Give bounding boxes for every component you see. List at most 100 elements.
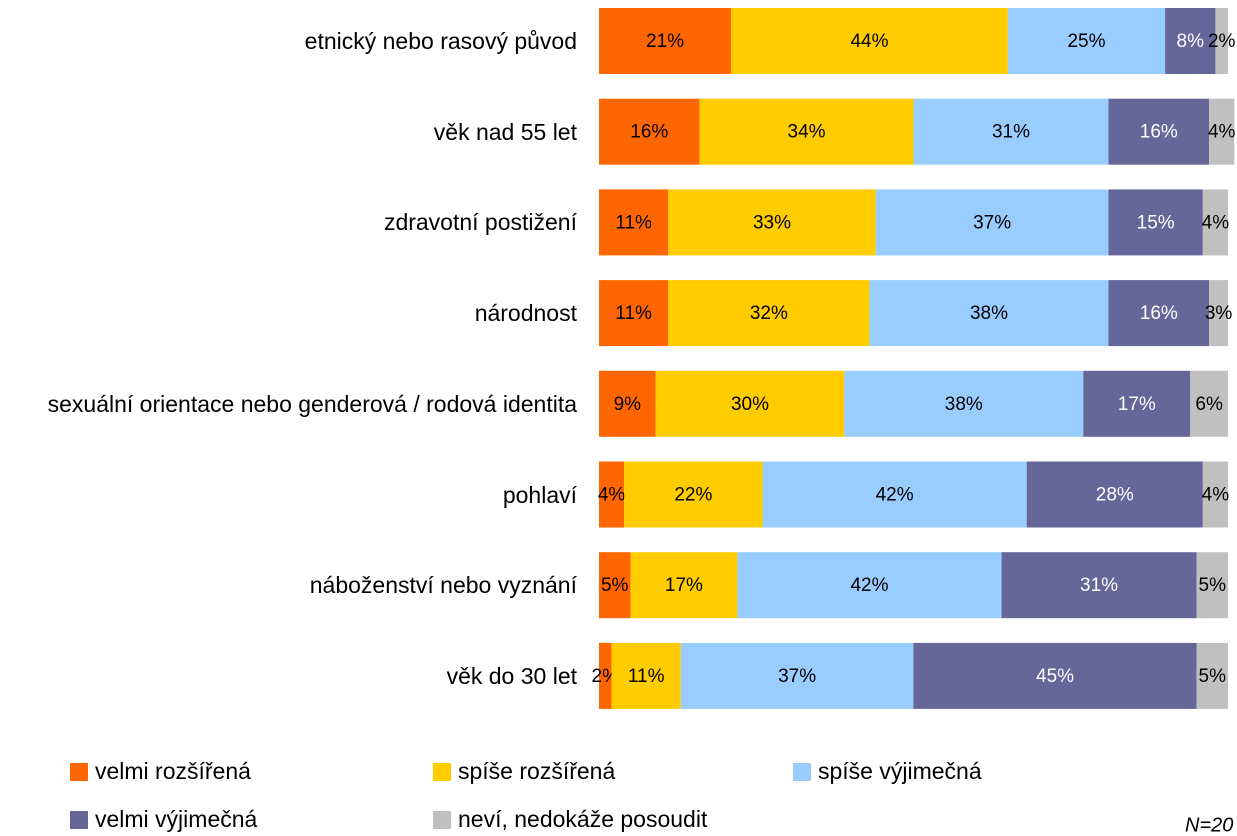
legend-label: velmi rozšířená: [95, 758, 251, 784]
data-label: 37%: [973, 212, 1011, 233]
bar-segment: [599, 189, 669, 256]
bar-segment: [1001, 552, 1197, 619]
bar-segment: [599, 280, 669, 347]
legend-swatch: [433, 811, 451, 829]
bar-segment: [1007, 8, 1166, 74]
bar-segment: [1108, 98, 1210, 165]
legend-label: neví, nedokáže posoudit: [458, 806, 708, 832]
data-label: 5%: [1199, 666, 1227, 687]
data-label: 38%: [945, 394, 983, 415]
bar-segment: [737, 552, 1002, 619]
legend-swatch: [70, 811, 88, 829]
data-label: 42%: [876, 485, 914, 506]
data-label: 38%: [970, 303, 1008, 324]
bar-segment: [699, 98, 914, 165]
data-label: 44%: [850, 31, 888, 52]
category-label: náboženství nebo vyznání: [309, 572, 577, 599]
bar-segment: [731, 8, 1008, 74]
category-label: etnický nebo rasový původ: [304, 28, 577, 54]
bar-segment: [655, 370, 845, 437]
data-label: 16%: [1140, 303, 1178, 324]
bar-segment: [1108, 189, 1203, 256]
data-label: 45%: [1036, 666, 1074, 687]
bar-segment: [624, 461, 763, 528]
data-label: 32%: [750, 303, 788, 324]
bar-segment: [1202, 461, 1228, 528]
bar-segment: [1083, 370, 1191, 437]
data-label: 4%: [1202, 212, 1230, 233]
bar-segment: [599, 552, 631, 619]
legend-label: spíše výjimečná: [818, 758, 982, 784]
bar-segment: [913, 642, 1197, 709]
bar-segment: [875, 189, 1109, 256]
bar-segment: [680, 642, 914, 709]
bar-segment: [599, 8, 732, 74]
bar-segment: [1196, 552, 1228, 619]
legend-label: velmi výjimečná: [95, 806, 258, 832]
bar-segment: [599, 370, 656, 437]
data-label: 25%: [1067, 31, 1105, 52]
legend-swatch: [433, 763, 451, 781]
data-label: 37%: [778, 666, 816, 687]
bar-segment: [1165, 8, 1216, 74]
bar-segment: [762, 461, 1027, 528]
legend-label: spíše rozšířená: [458, 758, 615, 784]
data-label: 4%: [1208, 122, 1236, 143]
bar-segment: [1190, 370, 1228, 437]
category-label: věk nad 55 let: [433, 118, 577, 145]
bar-segment: [1026, 461, 1203, 528]
data-label: 11%: [615, 303, 652, 324]
data-label: 8%: [1177, 31, 1205, 52]
note: N=20: [1185, 814, 1233, 836]
data-label: 28%: [1096, 485, 1134, 506]
bar-segment: [1209, 98, 1235, 165]
bar-segment: [630, 552, 738, 619]
category-label: pohlaví: [502, 481, 577, 508]
bar-segment: [869, 280, 1109, 347]
category-label: věk do 30 let: [446, 662, 577, 689]
data-label: 16%: [1140, 122, 1178, 143]
category-label: národnost: [474, 300, 577, 327]
bar-segment: [668, 280, 870, 347]
legend-swatch: [793, 763, 811, 781]
category-label: zdravotní postižení: [383, 209, 577, 236]
bar-segment: [1209, 280, 1228, 347]
category-label: sexuální orientace nebo genderová / rodo…: [47, 390, 577, 417]
bar-segment: [1202, 189, 1228, 256]
bar-segment: [1196, 642, 1228, 709]
legend-swatch: [70, 763, 88, 781]
data-label: 5%: [601, 575, 629, 596]
bar-segment: [844, 370, 1084, 437]
data-label: 17%: [1118, 394, 1156, 415]
data-label: 4%: [1202, 485, 1230, 506]
data-label: 6%: [1195, 394, 1223, 415]
data-label: 11%: [615, 212, 652, 233]
bar-segment: [611, 642, 681, 709]
bar-segment: [913, 98, 1109, 165]
bar-segment: [1108, 280, 1210, 347]
bar-segment: [599, 98, 700, 165]
bar-segment: [1215, 8, 1228, 74]
data-label: 5%: [1199, 575, 1227, 596]
bar-segment: [599, 461, 625, 528]
data-label: 31%: [992, 122, 1030, 143]
data-label: 30%: [731, 394, 769, 415]
data-label: 34%: [788, 122, 826, 143]
data-label: 21%: [646, 31, 684, 52]
data-label: 4%: [598, 485, 626, 506]
data-label: 22%: [674, 485, 712, 506]
data-label: 2%: [1208, 31, 1236, 52]
data-label: 3%: [1205, 303, 1233, 324]
data-label: 15%: [1137, 212, 1175, 233]
bar-segment: [599, 642, 612, 709]
data-label: 17%: [665, 575, 703, 596]
data-label: 31%: [1080, 575, 1118, 596]
data-label: 33%: [753, 212, 791, 233]
bar-segment: [668, 189, 876, 256]
data-label: 16%: [630, 122, 668, 143]
data-label: 11%: [628, 666, 665, 687]
data-label: 9%: [614, 394, 642, 415]
data-label: 42%: [850, 575, 888, 596]
